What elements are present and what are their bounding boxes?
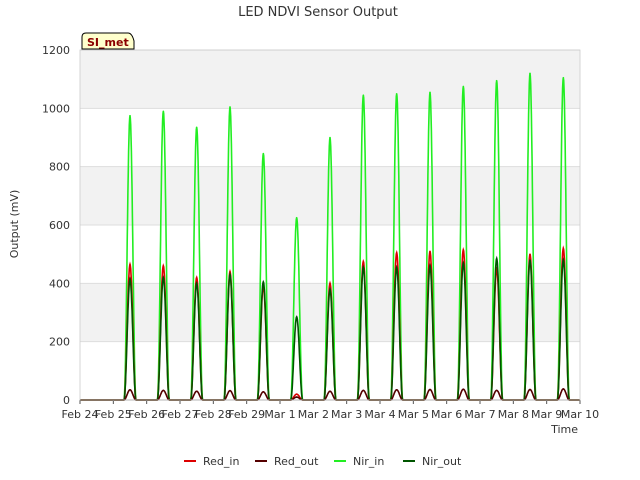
y-tick-label: 0 <box>63 394 70 407</box>
data-point <box>295 393 298 395</box>
x-tick-label: Mar 7 <box>464 408 495 421</box>
y-tick-label: 1200 <box>42 44 70 57</box>
data-point <box>562 259 565 261</box>
data-point <box>262 281 265 283</box>
data-point <box>495 257 498 260</box>
x-tick-label: Mar 6 <box>431 408 462 421</box>
site-label-badge: SI_met <box>81 32 135 50</box>
x-tick-label: Mar 4 <box>364 408 395 421</box>
site-label: SI_met <box>87 36 129 49</box>
site-label-box <box>81 32 135 50</box>
data-point <box>429 91 431 94</box>
data-point <box>295 396 298 398</box>
x-tick-label: Feb 24 <box>62 408 99 421</box>
data-point <box>395 251 398 254</box>
data-point <box>162 389 165 392</box>
data-point <box>529 259 531 261</box>
legend-label: Red_in <box>203 455 239 468</box>
data-point <box>129 388 131 391</box>
data-point <box>229 273 231 276</box>
data-point <box>495 389 498 392</box>
x-tick-label: Mar 3 <box>331 408 362 421</box>
data-point <box>495 79 498 82</box>
y-tick-label: 600 <box>49 219 70 232</box>
data-point <box>529 72 531 75</box>
x-tick-label: Mar 2 <box>298 408 329 421</box>
data-point <box>262 152 265 155</box>
legend-label: Nir_in <box>353 455 384 468</box>
data-point <box>395 388 398 391</box>
y-tick-label: 200 <box>49 336 70 349</box>
x-tick-label: Feb 28 <box>195 408 232 421</box>
data-point <box>195 282 198 285</box>
x-tick-label: Feb 26 <box>128 408 165 421</box>
data-point <box>295 216 298 219</box>
data-point <box>562 76 565 79</box>
data-point <box>262 391 265 393</box>
data-point <box>429 250 431 253</box>
legend-label: Nir_out <box>422 455 462 468</box>
data-point <box>429 388 431 391</box>
series-layer <box>80 72 580 401</box>
data-point <box>529 388 531 391</box>
y-tick-label: 400 <box>49 277 70 290</box>
data-point <box>162 265 165 267</box>
y-tick-label: 800 <box>49 161 70 174</box>
data-point <box>362 94 365 97</box>
chart-title: LED NDVI Sensor Output <box>238 5 398 20</box>
data-point <box>562 247 565 250</box>
data-point <box>362 389 365 392</box>
data-point <box>195 390 198 393</box>
legend: Red_in Red_out Nir_in Nir_out <box>184 455 462 468</box>
x-tick-label: Mar 5 <box>398 408 429 421</box>
data-point <box>462 85 465 88</box>
x-axis-label: Time <box>550 423 578 436</box>
x-tick-label: Feb 27 <box>162 408 199 421</box>
plot-band <box>80 166 580 225</box>
data-point <box>329 390 331 393</box>
data-point <box>329 136 331 139</box>
data-point <box>229 106 231 108</box>
x-tick-label: Mar 10 <box>561 408 599 421</box>
plot-band <box>80 50 580 109</box>
legend-label: Red_out <box>274 455 319 468</box>
data-point <box>462 388 465 391</box>
data-point <box>462 248 465 251</box>
data-point <box>129 278 131 280</box>
data-point <box>362 260 365 263</box>
data-point <box>129 114 131 117</box>
data-point <box>429 265 431 267</box>
data-point <box>395 266 398 269</box>
data-point <box>195 276 198 279</box>
x-tick-label: Feb 29 <box>228 408 265 421</box>
data-point <box>129 263 131 266</box>
y-axis-label: Output (mV) <box>8 190 21 259</box>
data-point <box>295 316 298 318</box>
data-point <box>229 270 231 273</box>
data-point <box>562 388 565 390</box>
x-tick-label: Mar 8 <box>498 408 529 421</box>
y-tick-label: 1000 <box>42 102 70 115</box>
data-point <box>329 288 331 290</box>
plot-frame <box>79 49 581 401</box>
data-point <box>462 262 465 264</box>
data-point <box>529 253 531 255</box>
x-tick-label: Mar 9 <box>531 408 562 421</box>
data-point <box>329 282 331 285</box>
x-tick-label: Mar 1 <box>264 408 295 421</box>
data-point <box>162 276 165 279</box>
data-point <box>162 110 165 113</box>
data-point <box>395 92 398 95</box>
data-point <box>195 126 198 129</box>
data-point <box>229 389 231 392</box>
x-tick-label: Feb 25 <box>95 408 132 421</box>
data-point <box>362 266 365 269</box>
